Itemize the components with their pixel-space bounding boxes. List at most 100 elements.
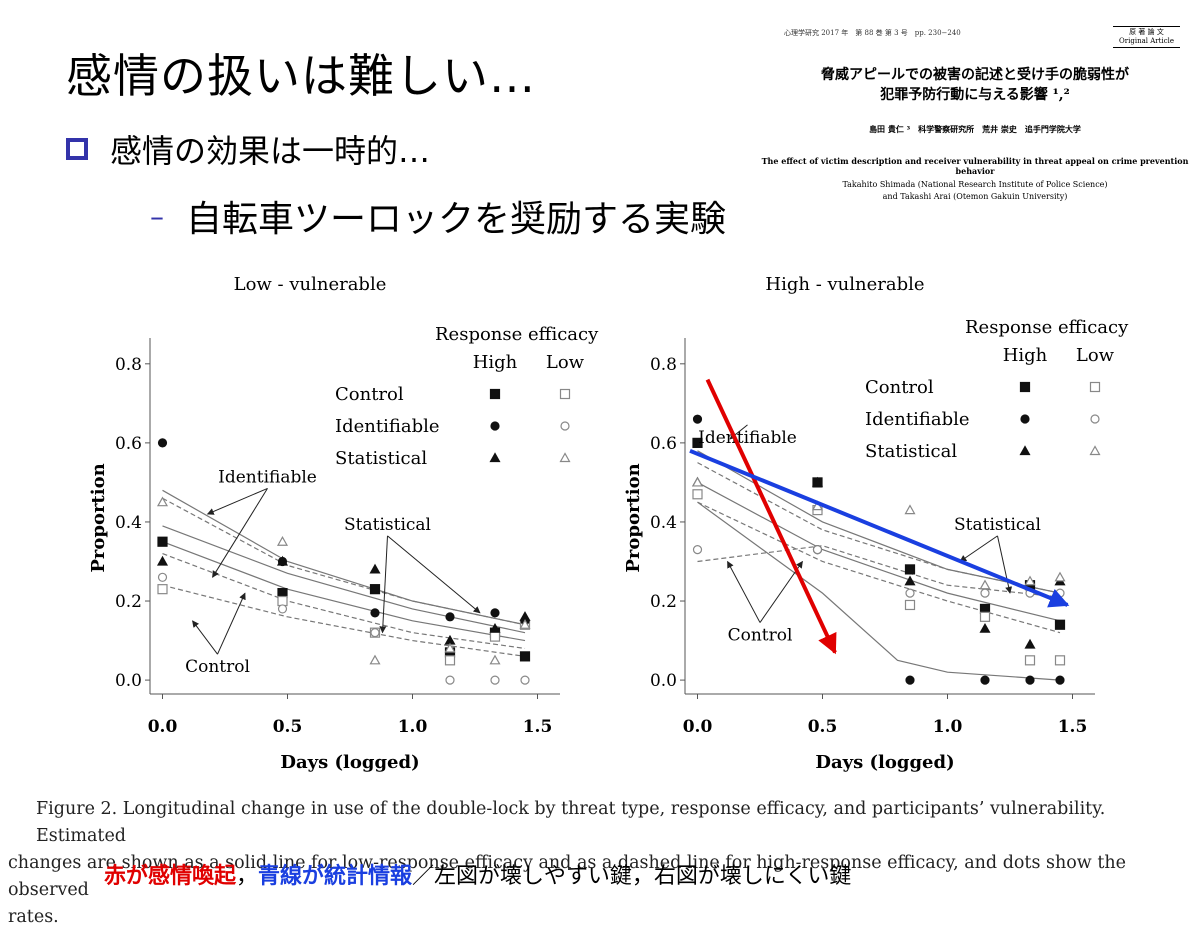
x-tick-label: 1.5	[1058, 717, 1088, 737]
y-tick-label: 0.0	[650, 671, 677, 691]
legend-row-label: Identifiable	[335, 416, 440, 437]
data-point-circle-open	[277, 604, 288, 614]
y-tick-label: 0.8	[650, 355, 677, 375]
legend-marker-low	[1090, 414, 1100, 424]
annotation-arrow	[206, 487, 268, 515]
legend-marker-high	[489, 452, 501, 463]
paper-authors-en-1: Takahito Shimada (National Research Inst…	[842, 180, 1108, 189]
x-tick-label: 0.5	[808, 717, 838, 737]
data-point-circle-open	[1055, 588, 1065, 598]
data-point-triangle-filled	[811, 476, 824, 487]
data-point-triangle-open	[489, 654, 501, 665]
data-point-circle-open	[692, 545, 703, 555]
annotation-label: Statistical	[344, 515, 431, 535]
fitted-line-solid	[162, 525, 526, 634]
caption-line-2: changes are shown as a solid line for lo…	[8, 853, 1127, 900]
data-point-circle-filled	[490, 608, 500, 618]
x-tick-label: 1.0	[933, 717, 963, 737]
data-point-square-filled	[519, 651, 531, 662]
badge-jp: 原 著 論 文	[1129, 28, 1164, 36]
red-overlay-arrow	[705, 378, 837, 655]
y-axis-label: Proportion	[88, 463, 109, 572]
x-tick-label: 1.0	[398, 717, 428, 737]
data-point-triangle-filled	[904, 575, 916, 586]
x-axis-label: Days (logged)	[815, 752, 954, 773]
data-point-square-filled	[1054, 619, 1066, 630]
data-point-triangle-open	[276, 535, 289, 546]
chart-title: Low - vulnerable	[234, 274, 387, 295]
note-red: 赤が感情喚起	[104, 864, 237, 889]
data-point-triangle-open	[519, 619, 531, 629]
data-point-square-open	[1024, 655, 1036, 666]
data-point-triangle-open	[156, 496, 169, 507]
data-point-square-open	[1054, 655, 1066, 666]
data-point-circle-filled	[445, 612, 455, 622]
data-point-circle-open	[445, 675, 455, 685]
data-point-square-open	[979, 611, 991, 622]
data-point-circle-filled	[692, 414, 703, 424]
note-rest: ／左図が壊しやすい鍵，右図が壊しにくい鍵	[412, 864, 852, 889]
fitted-line-solid	[697, 481, 1061, 622]
chart-high-vulnerable: High - vulnerable 0.0 0.2 0.4 0.6 0.8 0.0 0.5 1.…	[623, 274, 1129, 773]
annotation-arrow	[212, 488, 268, 578]
data-point-triangle-open	[1024, 575, 1036, 586]
fitted-line-solid	[162, 541, 526, 642]
legend-marker-low	[559, 452, 571, 463]
annotation-label: Statistical	[954, 515, 1041, 535]
data-point-circle-filled	[1025, 675, 1035, 685]
data-point-square-filled	[692, 437, 703, 448]
note-blue: 青線が統計情報	[258, 864, 413, 889]
data-point-square-filled	[904, 564, 916, 575]
data-point-triangle-filled	[979, 622, 991, 633]
fitted-line-dashed	[162, 584, 526, 657]
slide-note: 赤が感情喚起，青線が統計情報／左図が壊しやすい鍵，右図が壊しにくい鍵	[104, 858, 851, 890]
data-point-circle-open	[812, 545, 823, 555]
legend-title: Response efficacy	[965, 317, 1129, 338]
data-point-triangle-open	[904, 504, 916, 515]
data-point-triangle-open	[444, 642, 456, 653]
bullet-1-text: 感情の効果は一時的…	[110, 132, 431, 170]
annotation-label: Control	[185, 657, 250, 677]
paper-title-en: The effect of victim description and rec…	[761, 156, 1189, 176]
legend-marker-high	[1019, 445, 1031, 456]
caption-line-1: Figure 2. Longitudinal change in use of …	[36, 799, 1106, 846]
data-point-circle-filled	[157, 438, 168, 448]
data-point-circle-filled	[1055, 675, 1065, 685]
legend-row-label: Statistical	[335, 448, 427, 469]
data-point-square-open	[904, 599, 916, 611]
data-point-circle-open	[490, 675, 500, 685]
y-tick-label: 0.0	[115, 671, 142, 691]
caption-line-3: rates.	[8, 907, 59, 927]
x-tick-label: 1.5	[523, 717, 553, 737]
data-point-square-open	[157, 584, 168, 595]
legend-col-high: High	[1003, 345, 1048, 366]
y-tick-label: 0.6	[115, 434, 142, 454]
data-point-triangle-open	[1054, 571, 1066, 582]
x-tick-label: 0.0	[148, 717, 178, 737]
paper-title-jp-1: 脅威アピールでの被害の記述と受け手の脆弱性が	[821, 67, 1129, 83]
paper-authors-en-2: and Takashi Arai (Otemon Gakuin Universi…	[882, 192, 1068, 201]
paper-title-jp-2: 犯罪予防行動に与える影響 ¹,²	[880, 87, 1070, 103]
y-tick-label: 0.2	[115, 592, 142, 612]
fitted-line-dashed	[162, 497, 526, 626]
x-axis-label: Days (logged)	[280, 752, 419, 773]
legend-marker-high	[490, 421, 500, 431]
legend-marker-high	[1020, 414, 1030, 424]
legend-marker-low	[1089, 445, 1101, 456]
annotation-arrow	[192, 620, 218, 655]
fitted-line-dashed	[697, 501, 1061, 634]
slide-title: 感情の扱いは難しい…	[66, 49, 536, 103]
legend-row-label: Identifiable	[865, 409, 970, 430]
legend-row-label: Control	[865, 377, 934, 398]
annotation-label: Control	[728, 626, 793, 646]
x-tick-label: 0.0	[683, 717, 713, 737]
annotation-arrow	[379, 535, 388, 634]
y-tick-label: 0.4	[115, 513, 142, 533]
paper-header-image: 心理学研究 2017 年 第 88 巻 第 3 号 pp. 230−240 原 …	[760, 20, 1190, 240]
data-point-circle-filled	[980, 675, 990, 685]
bullet-1: 感情の効果は一時的…	[66, 126, 430, 172]
fitted-line-dashed	[697, 545, 1061, 598]
data-point-square-filled	[369, 584, 381, 595]
legend-title: Response efficacy	[435, 324, 599, 345]
annotation-arrow	[387, 535, 481, 614]
